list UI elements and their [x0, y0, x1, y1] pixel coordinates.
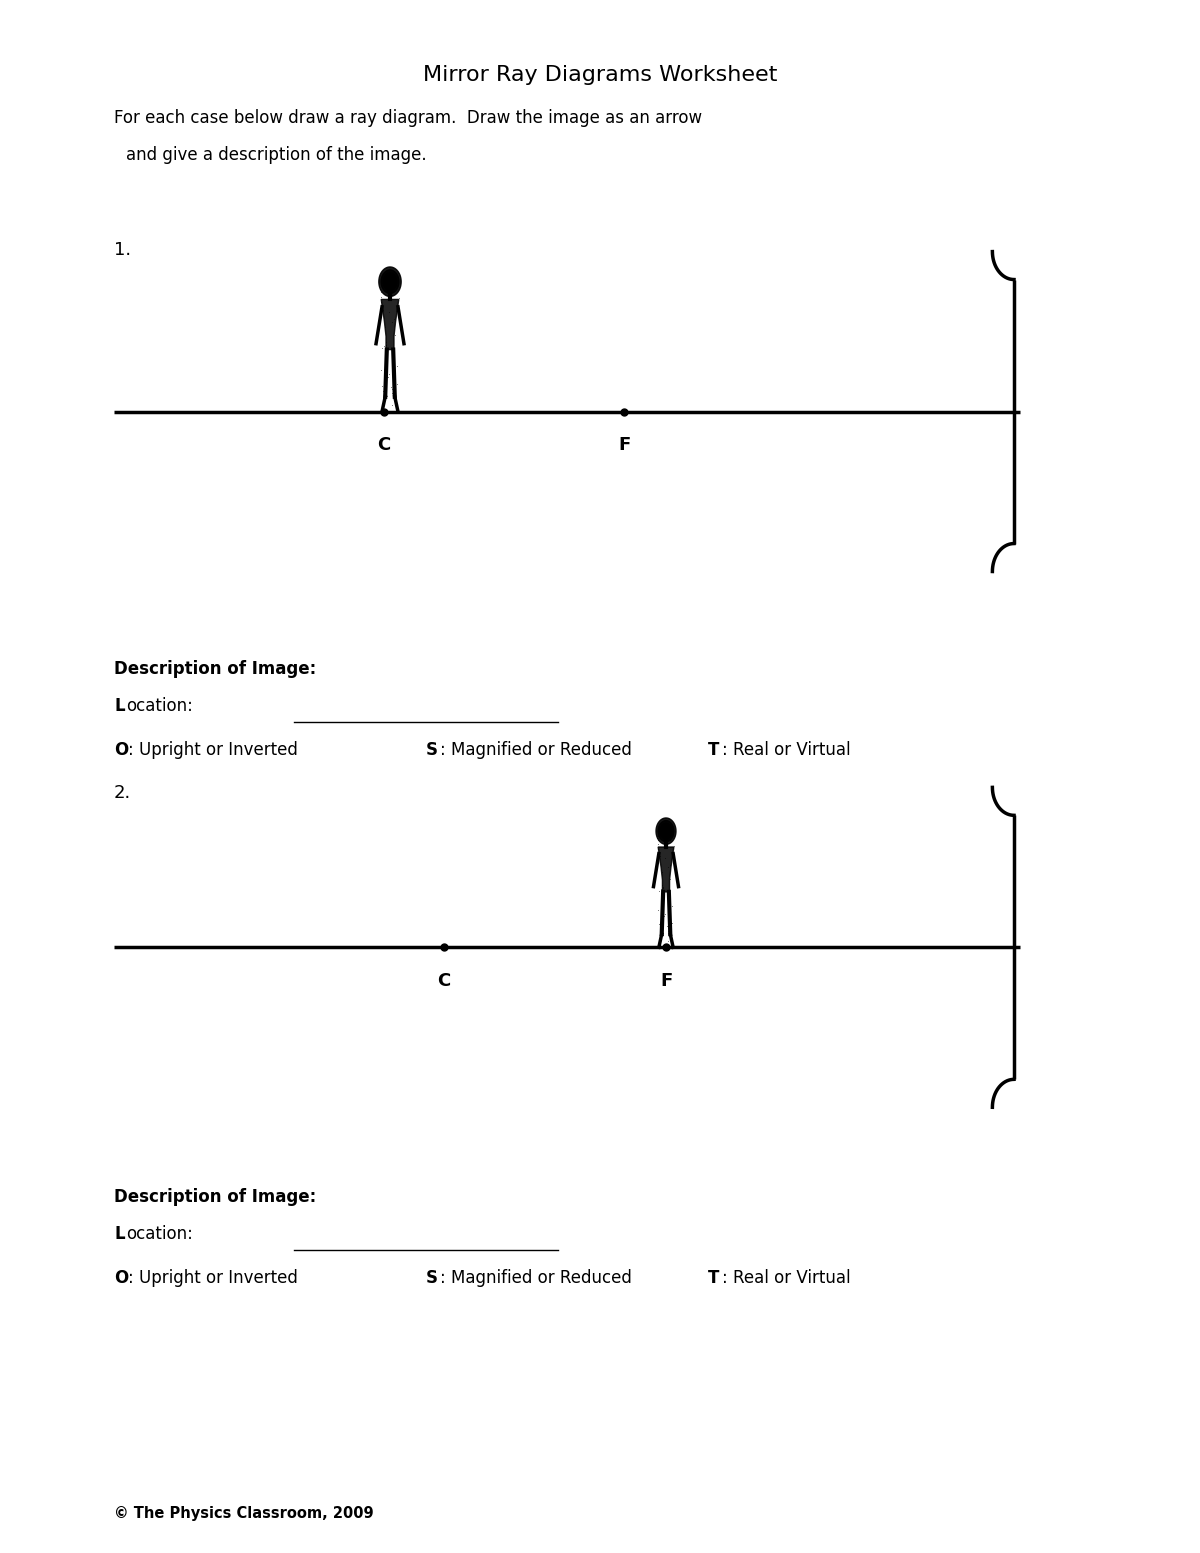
Text: ocation:: ocation:: [126, 1225, 193, 1244]
Text: : Real or Virtual: : Real or Virtual: [722, 1269, 851, 1287]
Text: F: F: [660, 972, 672, 991]
Polygon shape: [658, 820, 674, 842]
Text: : Magnified or Reduced: : Magnified or Reduced: [440, 741, 632, 759]
Text: Description of Image:: Description of Image:: [114, 1188, 317, 1207]
Text: L: L: [114, 697, 125, 716]
Text: and give a description of the image.: and give a description of the image.: [126, 146, 427, 165]
Text: T: T: [708, 741, 719, 759]
Text: © The Physics Classroom, 2009: © The Physics Classroom, 2009: [114, 1506, 373, 1522]
Polygon shape: [379, 267, 401, 297]
Text: For each case below draw a ray diagram.  Draw the image as an arrow: For each case below draw a ray diagram. …: [114, 109, 702, 127]
Text: C: C: [377, 436, 391, 455]
Text: 2.: 2.: [114, 784, 131, 803]
Text: : Upright or Inverted: : Upright or Inverted: [128, 1269, 299, 1287]
Text: : Magnified or Reduced: : Magnified or Reduced: [440, 1269, 632, 1287]
Text: C: C: [437, 972, 451, 991]
Text: S: S: [426, 741, 438, 759]
Polygon shape: [382, 300, 398, 349]
Text: S: S: [426, 1269, 438, 1287]
Text: : Upright or Inverted: : Upright or Inverted: [128, 741, 299, 759]
Polygon shape: [383, 273, 397, 290]
Polygon shape: [656, 818, 676, 845]
Text: Description of Image:: Description of Image:: [114, 660, 317, 679]
Text: L: L: [114, 1225, 125, 1244]
Polygon shape: [382, 270, 398, 294]
Polygon shape: [658, 846, 674, 891]
Text: Mirror Ray Diagrams Worksheet: Mirror Ray Diagrams Worksheet: [422, 65, 778, 85]
Text: F: F: [618, 436, 630, 455]
Text: 1.: 1.: [114, 241, 131, 259]
Text: O: O: [114, 1269, 128, 1287]
Text: T: T: [708, 1269, 719, 1287]
Polygon shape: [660, 823, 672, 839]
Text: : Real or Virtual: : Real or Virtual: [722, 741, 851, 759]
Text: O: O: [114, 741, 128, 759]
Text: ocation:: ocation:: [126, 697, 193, 716]
